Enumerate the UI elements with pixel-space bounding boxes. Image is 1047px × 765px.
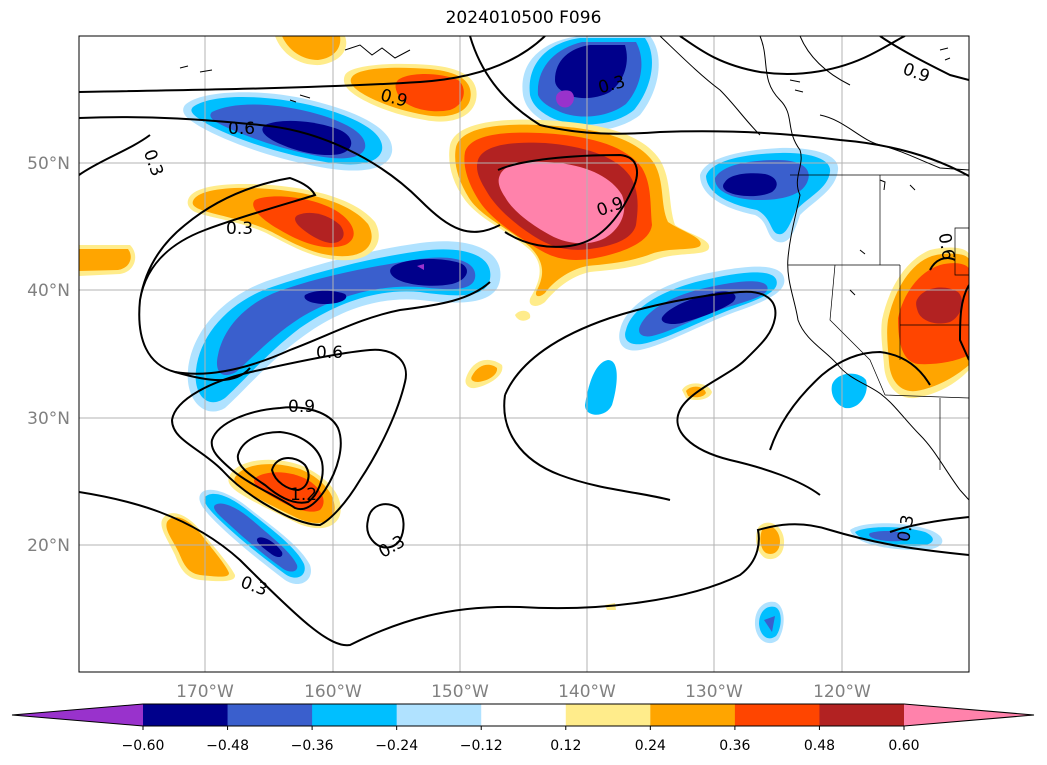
- positive-anomaly-area: [498, 161, 625, 244]
- negative-anomaly-area: [417, 264, 424, 270]
- lon-tick-label: 160°W: [304, 682, 362, 702]
- colorbar-tick-label: −0.24: [375, 738, 418, 754]
- colorbar-cell: [819, 704, 905, 726]
- colorbar-cell: [143, 704, 229, 726]
- negative-anomaly-area: [555, 45, 627, 99]
- positive-anomaly-area: [471, 364, 498, 382]
- positive-anomaly-area: [916, 287, 963, 324]
- colorbar-tick-label: 0.48: [804, 738, 835, 754]
- positive-anomaly-area: [515, 310, 531, 321]
- lon-tick-label: 140°W: [558, 682, 616, 702]
- colorbar-tick-label: −0.60: [122, 738, 165, 754]
- positive-anomaly-area: [79, 249, 131, 271]
- lat-tick-label: 30°N: [27, 409, 70, 429]
- negative-anomaly-area: [585, 360, 617, 415]
- positive-anomaly-area: [295, 212, 344, 244]
- negative-anomaly-area: [304, 290, 347, 304]
- negative-anomaly-area: [869, 530, 909, 542]
- positive-anomaly-area: [760, 526, 780, 554]
- negative-anomaly-area: [262, 120, 352, 156]
- lon-tick-label: 120°W: [813, 682, 871, 702]
- lon-tick-label: 170°W: [176, 682, 234, 702]
- map-title: 2024010500 F096: [445, 8, 602, 28]
- lat-tick-label: 20°N: [27, 536, 70, 556]
- positive-anomaly-area: [166, 517, 229, 577]
- shading-layer: [79, 36, 969, 644]
- negative-anomaly-area: [390, 259, 467, 286]
- contour-label: 0.3: [894, 513, 918, 543]
- colorbar: −0.60 −0.48 −0.36 −0.24 −0.12 0.12 0.24 0.36 0.4…: [11, 703, 1035, 754]
- contour-lines: [79, 36, 969, 647]
- lat-tick-label: 50°N: [27, 154, 70, 174]
- contour-label: 0.3: [238, 573, 270, 601]
- colorbar-cell: [396, 704, 482, 726]
- lat-tick-label: 40°N: [27, 281, 70, 301]
- colorbar-tick-label: 0.36: [719, 738, 750, 754]
- colorbar-cell: [227, 704, 313, 726]
- colorbar-cell: [312, 704, 398, 726]
- positive-anomaly-area: [282, 36, 341, 60]
- contour-label: 1.2: [290, 485, 317, 505]
- contour-label: 0.3: [139, 147, 167, 179]
- negative-anomaly-area: [831, 373, 867, 409]
- colorbar-cell: [12, 704, 143, 726]
- colorbar-tick-label: −0.12: [460, 738, 503, 754]
- negative-anomaly-area: [723, 173, 777, 197]
- lon-tick-label: 130°W: [685, 682, 743, 702]
- latitude-tick-labels: 50°N 40°N 30°N 20°N: [27, 154, 70, 556]
- colorbar-cell: [650, 704, 736, 726]
- colorbar-cell: [904, 704, 1034, 726]
- state-borders: [788, 174, 969, 470]
- negative-anomaly-area: [556, 90, 574, 108]
- coastlines: [179, 36, 969, 501]
- negative-anomaly-area: [661, 291, 736, 325]
- colorbar-tick-label: −0.36: [291, 738, 334, 754]
- contour-label: 0.6: [934, 232, 958, 262]
- map-plot-area: 0.3 0.6 0.3 0.6 0.9 1.2 0.9 0.9 0.3 0.3 …: [79, 36, 969, 672]
- colorbar-cell: [734, 704, 820, 726]
- contour-label: 0.3: [375, 532, 408, 563]
- colorbar-cell: [481, 704, 567, 726]
- contour-label: 0.9: [288, 397, 315, 417]
- negative-anomaly-area: [195, 249, 491, 403]
- lon-tick-label: 150°W: [431, 682, 489, 702]
- colorbar-cell: [565, 704, 651, 726]
- colorbar-tick-label: −0.48: [206, 738, 249, 754]
- contour-label: 0.3: [226, 219, 253, 239]
- contour-label: 0.6: [228, 119, 255, 139]
- negative-anomaly-area: [764, 616, 775, 632]
- longitude-tick-labels: 170°W 160°W 150°W 140°W 130°W 120°W: [176, 682, 871, 702]
- contour-label: 0.6: [316, 343, 343, 363]
- plot-frame: [78, 35, 970, 673]
- colorbar-tick-label: 0.60: [888, 738, 919, 754]
- colorbar-tick-label: 0.12: [550, 738, 581, 754]
- colorbar-tick-label: 0.24: [635, 738, 666, 754]
- negative-anomaly-area: [256, 537, 283, 558]
